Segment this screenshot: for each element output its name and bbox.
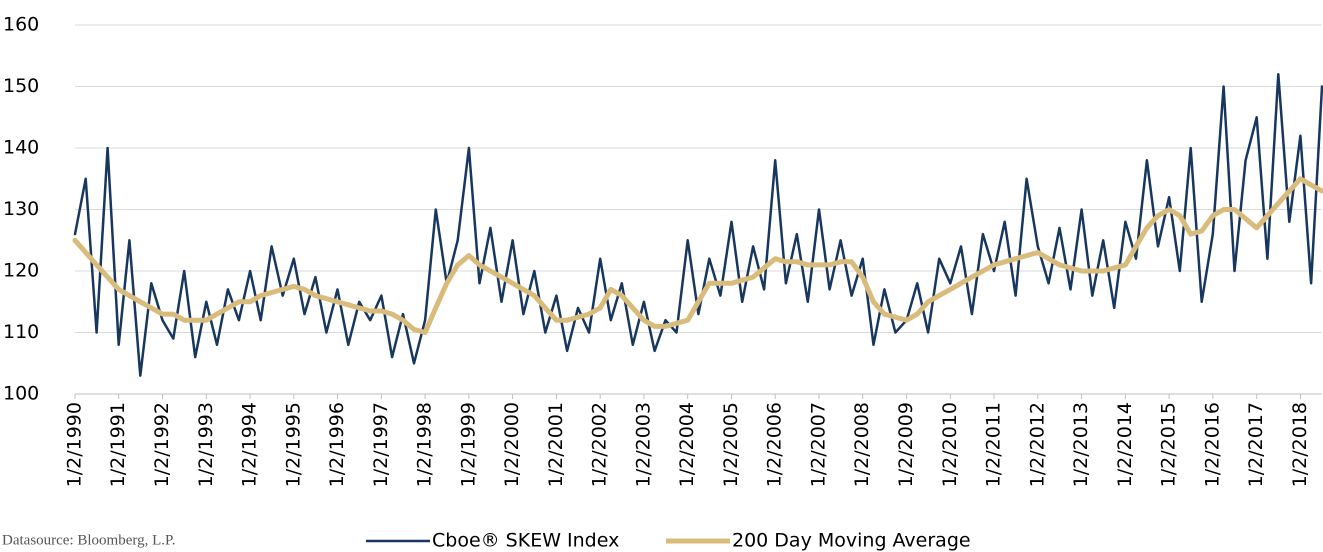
x-tick-label: 1/2/2005 xyxy=(720,402,742,487)
x-tick-label: 1/2/2001 xyxy=(545,402,567,487)
x-tick-label: 1/2/2004 xyxy=(676,402,698,487)
x-tick-label: 1/2/2014 xyxy=(1114,402,1136,487)
x-tick-label: 1/2/2018 xyxy=(1289,402,1311,487)
y-tick-label: 120 xyxy=(3,260,39,282)
x-tick-label: 1/2/1997 xyxy=(370,402,392,487)
series-line xyxy=(72,176,1323,335)
x-tick-label: 1/2/2010 xyxy=(939,402,961,487)
legend-label: Cboe® SKEW Index xyxy=(432,530,619,552)
x-tick-label: 1/2/1996 xyxy=(326,402,348,487)
x-tick-label: 1/2/2017 xyxy=(1245,402,1267,487)
x-tick-label: 1/2/2003 xyxy=(632,402,654,487)
y-tick-label: 160 xyxy=(3,14,39,36)
x-tick-label: 1/2/2012 xyxy=(1026,402,1048,487)
x-tick-label: 1/2/1991 xyxy=(107,402,129,487)
x-tick-label: 1/2/2006 xyxy=(764,402,786,487)
legend-label: 200 Day Moving Average xyxy=(732,530,971,552)
source-note: Datasource: Bloomberg, L.P. xyxy=(2,532,175,548)
x-tick-label: 1/2/1993 xyxy=(195,402,217,487)
y-tick-label: 140 xyxy=(3,137,39,159)
x-tick-label: 1/2/1999 xyxy=(457,402,479,487)
y-tick-label: 130 xyxy=(3,198,39,220)
x-tick-label: 1/2/1990 xyxy=(64,402,86,487)
x-tick-label: 1/2/2013 xyxy=(1070,402,1092,487)
y-tick-label: 150 xyxy=(3,75,39,97)
x-tick-label: 1/2/1992 xyxy=(151,402,173,487)
y-tick-label: 110 xyxy=(3,321,39,343)
x-tick-label: 1/2/2009 xyxy=(895,402,917,487)
x-tick-label: 1/2/1998 xyxy=(414,402,436,487)
x-tick-label: 1/2/2011 xyxy=(983,402,1005,487)
x-tick-label: 1/2/1994 xyxy=(239,402,261,487)
x-tick-label: 1/2/1995 xyxy=(282,402,304,487)
x-tick-label: 1/2/2008 xyxy=(851,402,873,487)
series-line xyxy=(73,72,1323,377)
y-tick-label: 100 xyxy=(3,383,39,405)
x-tick-label: 1/2/2015 xyxy=(1158,402,1180,487)
x-tick-label: 1/2/2007 xyxy=(807,402,829,487)
x-tick-label: 1/2/2016 xyxy=(1201,402,1223,487)
x-tick-label: 1/2/2000 xyxy=(501,402,523,487)
x-tick-label: 1/2/2002 xyxy=(589,402,611,487)
